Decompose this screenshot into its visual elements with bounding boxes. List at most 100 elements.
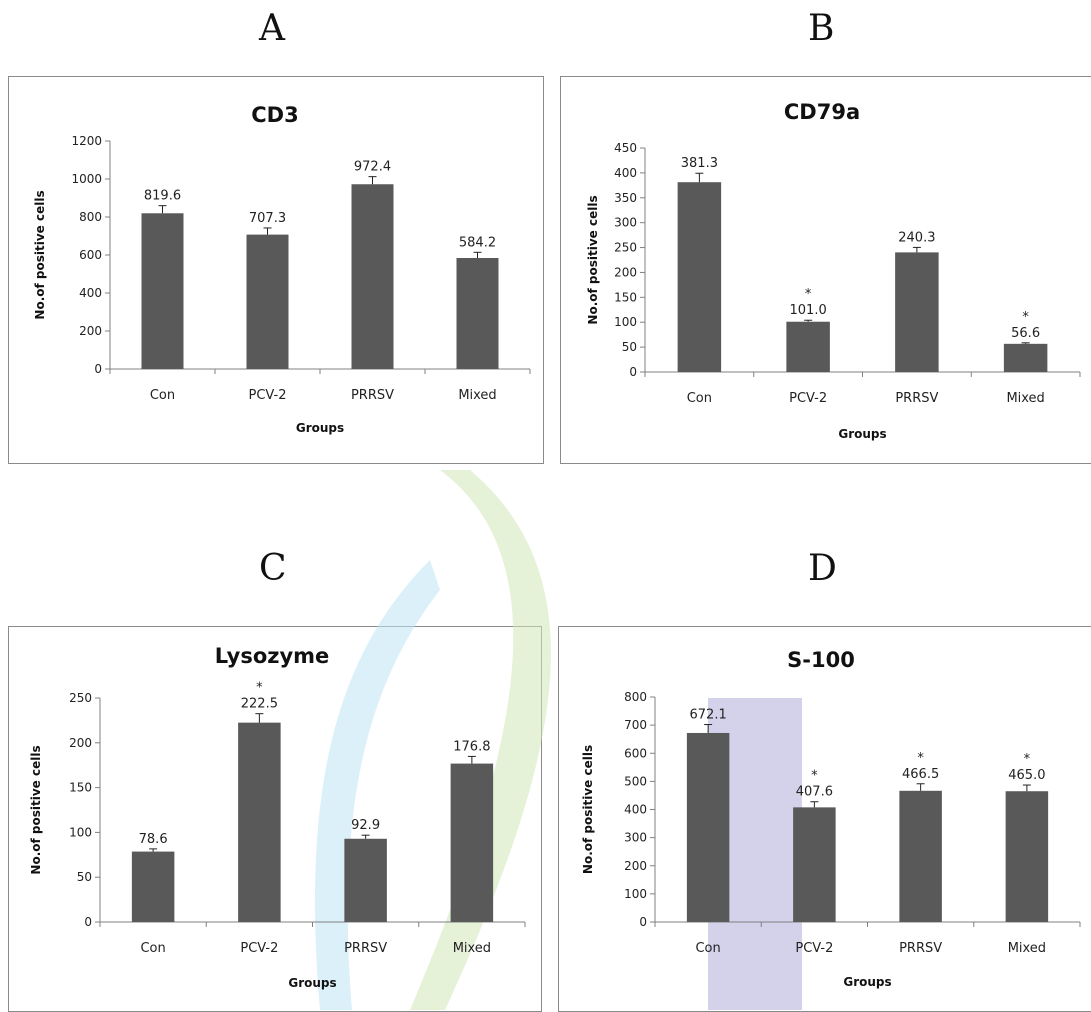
y-tick-label: 150	[69, 781, 92, 795]
y-tick-label: 0	[84, 915, 92, 929]
x-tick-label: PRRSV	[344, 941, 387, 956]
bar	[1005, 791, 1049, 922]
y-tick-label: 200	[79, 324, 102, 338]
y-tick-label: 350	[614, 191, 637, 205]
y-tick-label: 300	[614, 216, 637, 230]
y-tick-label: 400	[614, 166, 637, 180]
panel-letter-d: D	[808, 548, 837, 589]
bar	[246, 234, 289, 369]
data-label: 56.6	[1011, 326, 1040, 341]
data-label: 78.6	[139, 832, 168, 847]
bar	[793, 807, 836, 922]
x-tick-label: PRRSV	[351, 388, 394, 403]
chart-title: CD3	[251, 103, 298, 127]
y-tick-label: 100	[624, 887, 647, 901]
bar	[238, 722, 281, 922]
y-tick-label: 200	[69, 736, 92, 750]
y-tick-label: 1000	[71, 172, 102, 186]
bar	[899, 790, 942, 922]
panel-letter-b: B	[808, 8, 835, 49]
y-axis-label: No.of positive cells	[33, 190, 47, 319]
data-label: 381.3	[681, 156, 718, 171]
x-tick-label: PCV-2	[795, 941, 833, 956]
x-axis-label: Groups	[843, 975, 891, 989]
data-label: 240.3	[898, 230, 935, 245]
y-axis-label: No.of positive cells	[581, 745, 595, 874]
y-axis-label: No.of positive cells	[29, 745, 43, 874]
data-label: 176.8	[453, 739, 490, 754]
x-tick-label: Con	[150, 388, 175, 403]
y-tick-label: 800	[624, 690, 647, 704]
x-tick-label: Mixed	[1008, 941, 1046, 956]
data-label: 972.4	[354, 160, 391, 175]
y-tick-label: 150	[614, 290, 637, 304]
significance-marker: *	[256, 681, 263, 696]
bar	[450, 763, 494, 922]
x-axis-label: Groups	[288, 976, 336, 990]
chart-title: S-100	[787, 648, 855, 672]
y-tick-label: 50	[622, 340, 637, 354]
y-tick-label: 250	[614, 241, 637, 255]
y-tick-label: 200	[624, 859, 647, 873]
x-axis-label: Groups	[838, 427, 886, 441]
bar	[456, 258, 499, 369]
y-tick-label: 100	[614, 315, 637, 329]
data-label: 707.3	[249, 211, 286, 226]
y-tick-label: 400	[79, 286, 102, 300]
chart-title: Lysozyme	[215, 644, 330, 668]
x-axis-label: Groups	[296, 421, 344, 435]
x-tick-label: Mixed	[453, 941, 491, 956]
panel-letter-a: A	[259, 8, 285, 49]
y-tick-label: 0	[629, 365, 637, 379]
bar	[895, 252, 939, 372]
x-tick-label: Mixed	[1006, 391, 1044, 406]
y-tick-label: 700	[624, 718, 647, 732]
y-tick-label: 0	[639, 915, 647, 929]
significance-marker: *	[805, 287, 812, 302]
chart-title: CD79a	[784, 100, 860, 124]
x-tick-label: Mixed	[458, 388, 496, 403]
significance-marker: *	[917, 751, 924, 766]
panel-letter-c: C	[259, 548, 287, 589]
bar	[1003, 343, 1048, 372]
bar	[141, 213, 184, 369]
y-tick-label: 450	[614, 141, 637, 155]
y-tick-label: 800	[79, 210, 102, 224]
y-tick-label: 0	[94, 362, 102, 376]
bar	[344, 838, 387, 922]
data-label: 466.5	[902, 767, 939, 782]
y-tick-label: 250	[69, 691, 92, 705]
data-label: 92.9	[351, 818, 380, 833]
y-tick-label: 500	[624, 774, 647, 788]
significance-marker: *	[1024, 752, 1031, 767]
y-tick-label: 600	[624, 746, 647, 760]
data-label: 672.1	[690, 708, 727, 723]
bar	[131, 851, 175, 922]
y-axis-label: No.of positive cells	[586, 195, 600, 324]
x-tick-label: PRRSV	[899, 941, 942, 956]
x-tick-label: PCV-2	[240, 941, 278, 956]
x-tick-label: Con	[687, 391, 712, 406]
data-label: 407.6	[796, 785, 833, 800]
y-tick-label: 400	[624, 803, 647, 817]
y-tick-label: 200	[614, 265, 637, 279]
bar	[786, 321, 830, 372]
y-tick-label: 300	[624, 831, 647, 845]
x-tick-label: Con	[140, 941, 165, 956]
chart-frame-cd79a	[560, 76, 1091, 464]
x-tick-label: PRRSV	[895, 391, 938, 406]
data-label: 465.0	[1008, 768, 1045, 783]
bar	[351, 184, 394, 369]
data-label: 819.6	[144, 189, 181, 204]
data-label: 222.5	[241, 697, 278, 712]
y-tick-label: 100	[69, 825, 92, 839]
bar	[686, 732, 730, 922]
data-label: 101.0	[790, 303, 827, 318]
significance-marker: *	[1022, 310, 1029, 325]
y-tick-label: 50	[77, 870, 92, 884]
y-tick-label: 600	[79, 248, 102, 262]
